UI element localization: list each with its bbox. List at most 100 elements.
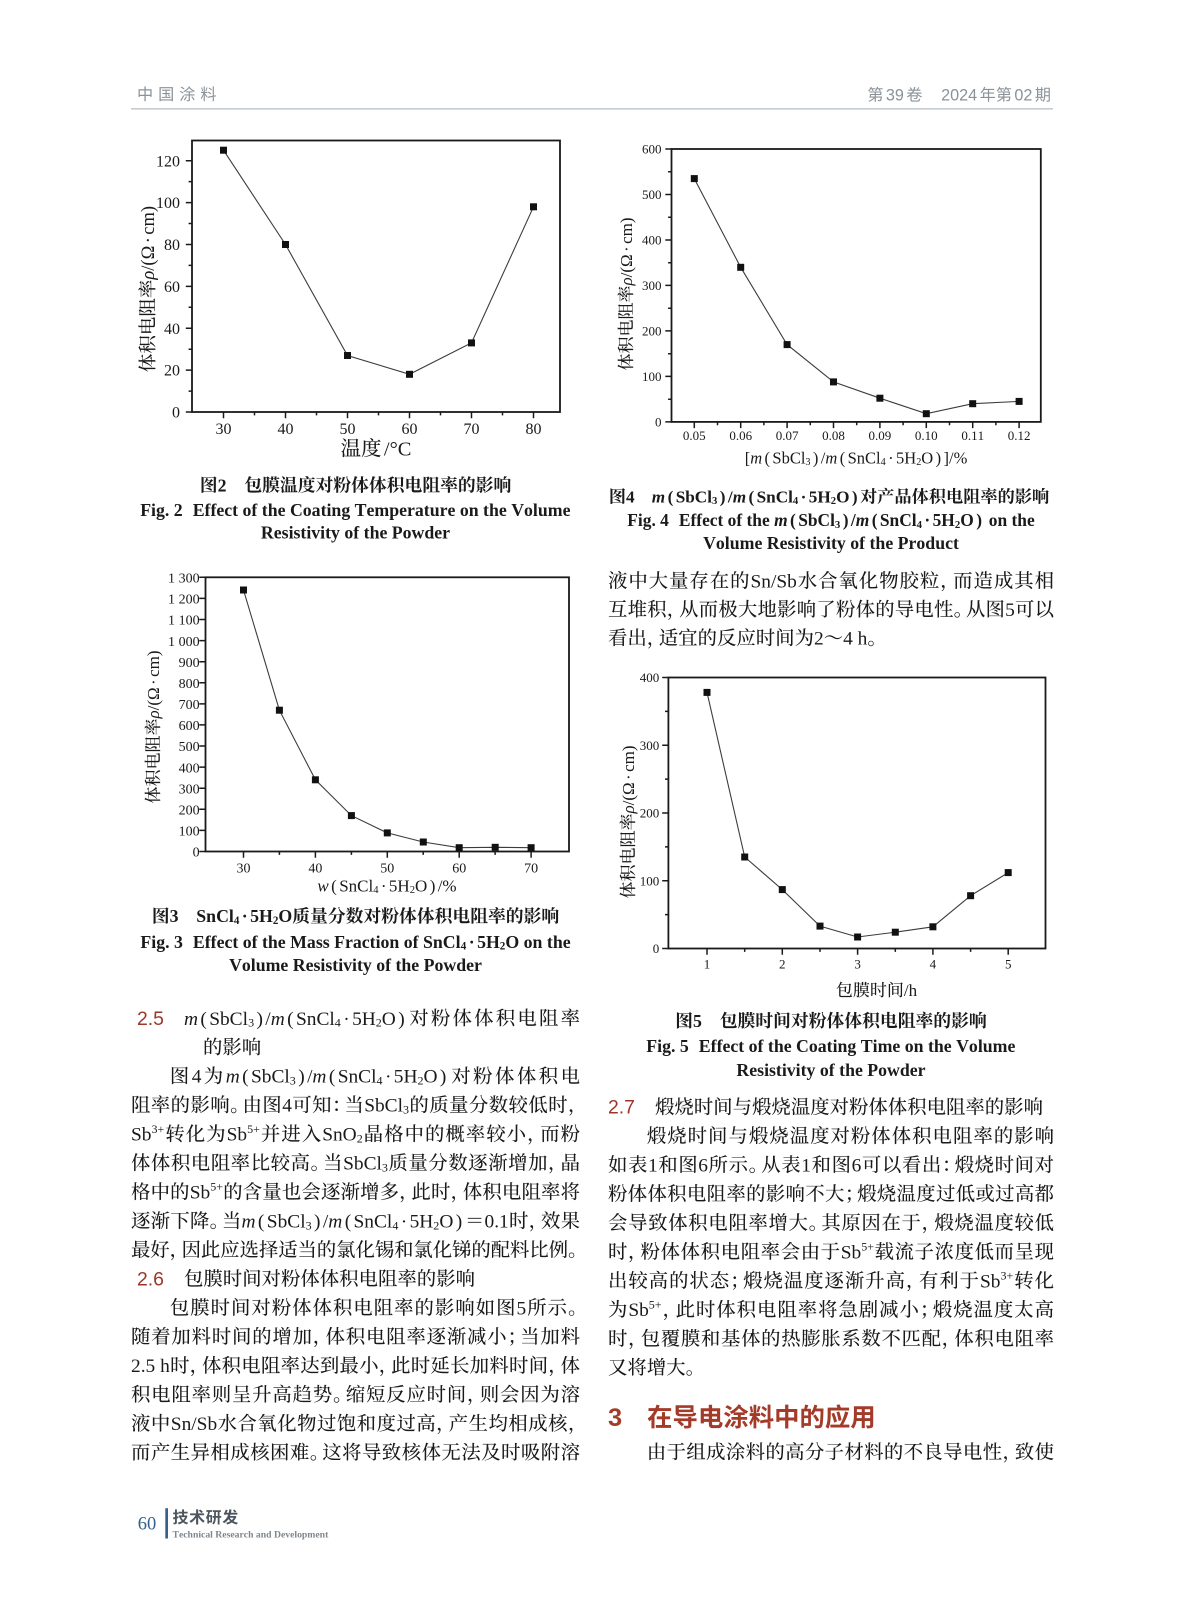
svg-text:4: 4 [392,1218,398,1232]
svg-text:m: m [774,510,788,530]
svg-text:0.09: 0.09 [869,428,892,443]
svg-text:m: m [733,488,746,507]
svg-text:1: 1 [801,1156,811,1177]
svg-text:2.5: 2.5 [137,1008,164,1030]
svg-text:0.07: 0.07 [776,428,799,443]
svg-text:SbCl: SbCl [798,510,835,530]
svg-text:20: 20 [164,363,180,380]
svg-text:600: 600 [179,719,200,734]
svg-text:ρ: ρ [617,277,636,286]
svg-text:O: O [278,906,292,926]
svg-text:4: 4 [881,457,886,468]
svg-text:·: · [401,1212,407,1233]
svg-text:2: 2 [500,941,506,953]
svg-text:Resistivity of the Powder: Resistivity of the Powder [261,523,450,543]
svg-text:cm): cm) [144,650,163,676]
svg-text:1: 1 [168,572,175,587]
svg-text:5H: 5H [809,488,832,507]
svg-text:100: 100 [179,614,200,629]
svg-text:cm): cm) [617,217,636,243]
svg-text:Fig. 4: Fig. 4 [627,510,669,530]
svg-text:Sb: Sb [628,1300,648,1321]
svg-text:2: 2 [916,457,921,468]
svg-text:): ) [440,1067,446,1088]
svg-text:Volume Resistivity of the Powd: Volume Resistivity of the Powder [229,955,482,975]
svg-text:Sb: Sb [190,1183,210,1204]
svg-text:/(Ω: /(Ω [617,254,636,277]
svg-text:SbCl: SbCl [364,1096,403,1117]
svg-text:800: 800 [179,677,200,692]
svg-text:50: 50 [380,862,394,877]
svg-text:/h: /h [904,981,918,1000]
svg-text:4: 4 [373,885,379,896]
svg-text:O: O [424,1067,438,1088]
svg-text:700: 700 [179,698,200,713]
svg-text:2.5 h: 2.5 h [131,1356,170,1377]
svg-text:ρ: ρ [144,710,163,719]
svg-text:m: m [328,1212,342,1233]
svg-text:3: 3 [248,1016,254,1030]
svg-text:O: O [439,1212,453,1233]
svg-text:Effect of the: Effect of the [679,510,770,530]
svg-text:SnO: SnO [322,1125,356,1146]
svg-text:4: 4 [917,519,923,531]
svg-text:/%: /% [438,877,457,896]
svg-text:2: 2 [955,519,960,531]
svg-text:0.1: 0.1 [485,1212,509,1233]
svg-text:0.08: 0.08 [822,428,845,443]
svg-text:Sb: Sb [980,1271,1000,1292]
svg-text:O: O [415,877,427,896]
svg-text:5+: 5+ [247,1122,260,1136]
svg-text:100: 100 [640,873,660,888]
svg-text:Sn/Sb: Sn/Sb [751,571,797,592]
svg-text:39: 39 [886,87,904,105]
svg-text:4: 4 [461,941,467,953]
svg-text:SnCl: SnCl [848,449,881,468]
svg-text:200: 200 [640,806,660,821]
svg-text:2: 2 [418,1074,424,1088]
svg-text:): ) [430,877,436,896]
svg-text:300: 300 [179,572,200,587]
svg-text:4: 4 [335,1016,341,1030]
svg-text:Fig. 2: Fig. 2 [140,500,183,520]
svg-text:Effect of the Coating Time on: Effect of the Coating Time on the Volume [699,1036,1016,1056]
svg-text:(: ( [331,877,337,896]
svg-text:2.7: 2.7 [608,1097,635,1119]
svg-text:300: 300 [642,278,662,293]
svg-text:400: 400 [640,670,660,685]
svg-text:2: 2 [831,496,836,507]
svg-text:6: 6 [852,1156,862,1177]
svg-text:/: / [307,1067,313,1088]
svg-text:(: ( [242,1067,248,1088]
svg-text:(: ( [287,1009,293,1030]
svg-text:Sb: Sb [227,1125,247,1146]
svg-text:SnCl: SnCl [354,1212,393,1233]
svg-text:100: 100 [156,195,180,212]
svg-text:): ) [257,1009,263,1030]
svg-text:6: 6 [698,1156,708,1177]
svg-text:2: 2 [814,629,824,650]
svg-text:5+: 5+ [210,1180,223,1194]
svg-text:1: 1 [648,1156,658,1177]
svg-text:5: 5 [693,1011,702,1031]
svg-text:/: / [265,1009,271,1030]
svg-text:2: 2 [273,915,279,927]
svg-text:60: 60 [164,279,180,296]
svg-text:2: 2 [779,957,786,972]
svg-text:3: 3 [805,457,810,468]
svg-text:500: 500 [179,740,200,755]
svg-text:Fig. 5: Fig. 5 [646,1036,689,1056]
svg-text:·: · [888,449,894,468]
svg-text:·: · [617,246,636,252]
svg-text:60: 60 [402,421,418,438]
svg-text:600: 600 [642,142,662,157]
svg-text:Technical Research and Develop: Technical Research and Development [173,1530,330,1541]
svg-text:3: 3 [712,496,717,507]
svg-text:4: 4 [192,1067,202,1088]
svg-text:O: O [921,449,933,468]
svg-text:0: 0 [172,405,180,422]
svg-text:0.12: 0.12 [1008,428,1031,443]
svg-text:w: w [317,877,329,896]
svg-text:Fig. 3: Fig. 3 [140,932,183,952]
svg-text:m: m [652,488,665,507]
